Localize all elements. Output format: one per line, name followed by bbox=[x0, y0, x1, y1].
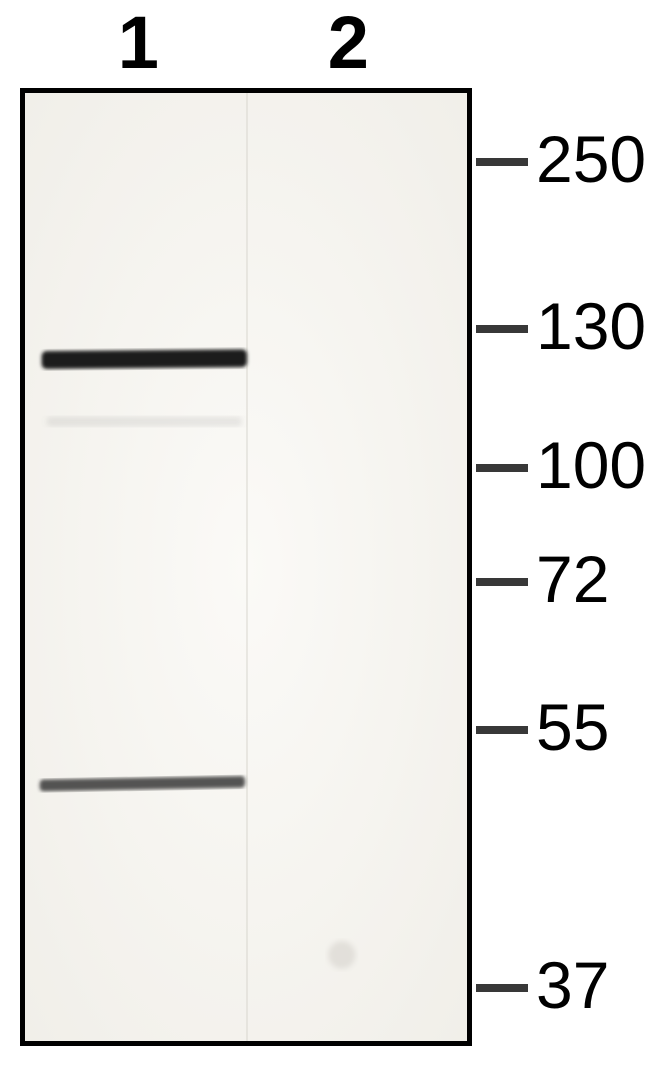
lane-divider-shadow bbox=[246, 93, 248, 1041]
mw-label-250: 250 bbox=[536, 126, 646, 192]
band-faint-100kda bbox=[47, 417, 243, 427]
mw-label-37: 37 bbox=[536, 952, 609, 1018]
mw-label-130: 130 bbox=[536, 293, 646, 359]
mw-tick-55 bbox=[476, 726, 528, 734]
mw-label-72: 72 bbox=[536, 546, 609, 612]
western-blot-figure: 1 2 bbox=[0, 0, 650, 1071]
band-130kda bbox=[42, 349, 247, 369]
mw-tick-37 bbox=[476, 984, 528, 992]
mw-tick-250 bbox=[476, 158, 528, 166]
mw-tick-100 bbox=[476, 464, 528, 472]
blot-membrane bbox=[20, 88, 472, 1046]
mw-label-55: 55 bbox=[536, 694, 609, 760]
artifact-smudge bbox=[328, 941, 355, 969]
mw-label-100: 100 bbox=[536, 432, 646, 498]
membrane-background bbox=[25, 93, 467, 1041]
mw-tick-72 bbox=[476, 578, 528, 586]
lane-number-2: 2 bbox=[328, 6, 369, 80]
lane-number-1: 1 bbox=[118, 6, 159, 80]
mw-tick-130 bbox=[476, 325, 528, 333]
